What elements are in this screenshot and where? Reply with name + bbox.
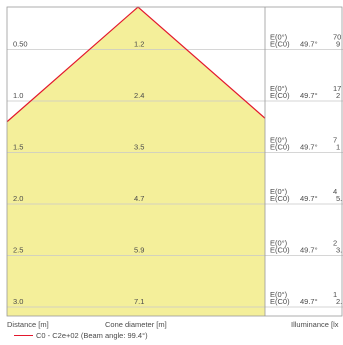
e0-value: 2	[333, 239, 337, 248]
ec0-value: 5.	[336, 194, 342, 203]
e0-label: E(0°)	[270, 84, 288, 93]
e0-label: E(0°)	[270, 187, 288, 196]
distance-tick-label: 3.0	[13, 297, 23, 306]
cone-diameter-label: 4.7	[134, 194, 144, 203]
cone-diameter-label: 2.4	[134, 91, 144, 100]
distance-tick-label: 0.50	[13, 40, 28, 49]
e0-value: 7	[333, 136, 337, 145]
half-angle-label: 49.7°	[300, 246, 318, 255]
ec0-label: E(C0)	[270, 297, 290, 306]
distance-tick-label: 1.5	[13, 143, 23, 152]
cone-diameter-label: 5.9	[134, 246, 144, 255]
e0-value: 1	[333, 290, 337, 299]
half-angle-label: 49.7°	[300, 143, 318, 152]
half-angle-label: 49.7°	[300, 91, 318, 100]
cone-diameter-label: 7.1	[134, 297, 144, 306]
e0-label: E(0°)	[270, 290, 288, 299]
legend: C0 - C2e+02 (Beam angle: 99.4°)	[14, 331, 314, 341]
e0-value: 4	[333, 187, 337, 196]
ec0-value: 1	[336, 143, 340, 152]
distance-axis-label: Distance [m]	[7, 320, 49, 329]
distance-tick-label: 1.0	[13, 91, 23, 100]
e0-label: E(0°)	[270, 239, 288, 248]
legend-label: C0 - C2e+02 (Beam angle: 99.4°)	[36, 331, 148, 340]
e0-label: E(0°)	[270, 136, 288, 145]
chart-frame	[6, 6, 343, 317]
e0-value: 17	[333, 84, 341, 93]
ec0-value: 9	[336, 40, 340, 49]
ec0-value: 3.	[336, 246, 342, 255]
ec0-label: E(C0)	[270, 40, 290, 49]
ec0-value: 2	[336, 91, 340, 100]
legend-swatch	[14, 335, 33, 336]
half-angle-label: 49.7°	[300, 297, 318, 306]
distance-tick-label: 2.5	[13, 246, 23, 255]
illuminance-axis-label: Illuminance [lx	[291, 320, 339, 329]
half-angle-label: 49.7°	[300, 194, 318, 203]
cone-diameter-axis-label: Cone diameter [m]	[105, 320, 167, 329]
ec0-label: E(C0)	[270, 91, 290, 100]
e0-label: E(0°)	[270, 33, 288, 42]
distance-tick-label: 2.0	[13, 194, 23, 203]
half-angle-label: 49.7°	[300, 40, 318, 49]
cone-diameter-label: 3.5	[134, 143, 144, 152]
cone-diameter-label: 1.2	[134, 40, 144, 49]
e0-value: 70	[333, 33, 341, 42]
ec0-label: E(C0)	[270, 246, 290, 255]
ec0-value: 2.	[336, 297, 342, 306]
beam-cone-fill	[7, 7, 265, 316]
ec0-label: E(C0)	[270, 143, 290, 152]
ec0-label: E(C0)	[270, 194, 290, 203]
